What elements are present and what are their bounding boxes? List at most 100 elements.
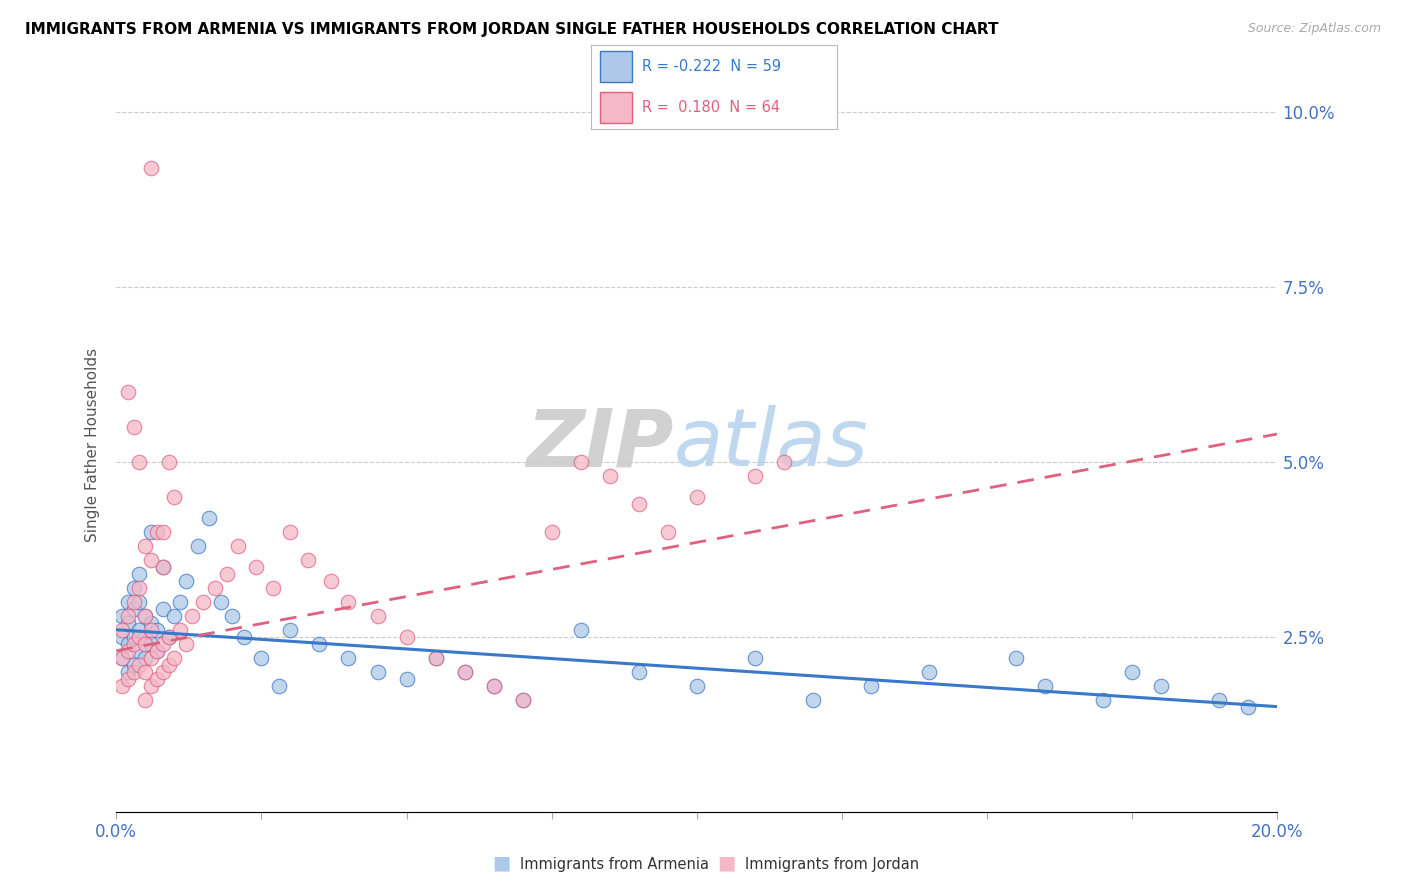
Point [569, 623, 592, 637]
Point [267, 679, 290, 693]
Point [128, 657, 150, 672]
Point [128, 644, 150, 658]
Point [157, 657, 180, 672]
Point [122, 657, 145, 672]
Point [686, 679, 709, 693]
Point [180, 608, 202, 623]
Point [139, 553, 162, 567]
Point [1208, 692, 1230, 706]
Point [111, 630, 134, 644]
Point [482, 679, 505, 693]
Point [117, 615, 139, 630]
Point [163, 490, 186, 504]
Point [599, 469, 621, 483]
Point [128, 455, 150, 469]
Point [139, 679, 162, 693]
Point [128, 630, 150, 644]
Text: R = -0.222  N = 59: R = -0.222 N = 59 [643, 59, 782, 74]
Point [395, 630, 418, 644]
Point [117, 595, 139, 609]
Point [146, 644, 169, 658]
Text: ■: ■ [492, 854, 510, 872]
Point [122, 420, 145, 434]
Text: R =  0.180  N = 64: R = 0.180 N = 64 [643, 100, 780, 115]
Point [152, 601, 174, 615]
Point [1121, 665, 1143, 679]
Text: Source: ZipAtlas.com: Source: ZipAtlas.com [1247, 22, 1381, 36]
Point [146, 644, 169, 658]
Point [425, 650, 447, 665]
Text: Immigrants from Armenia: Immigrants from Armenia [520, 857, 709, 872]
Point [569, 455, 592, 469]
Point [512, 692, 534, 706]
Point [226, 539, 249, 553]
Point [139, 650, 162, 665]
Point [139, 623, 162, 637]
Point [163, 650, 186, 665]
Point [297, 553, 319, 567]
Point [134, 637, 156, 651]
Point [169, 595, 191, 609]
Point [128, 581, 150, 595]
Point [215, 566, 238, 581]
Bar [600, 92, 633, 122]
Point [540, 524, 562, 539]
Point [453, 665, 475, 679]
Point [221, 608, 243, 623]
Point [918, 665, 941, 679]
Point [146, 672, 169, 686]
Y-axis label: Single Father Households: Single Father Households [86, 347, 100, 541]
Point [111, 608, 134, 623]
Point [134, 539, 156, 553]
Point [250, 650, 273, 665]
Point [152, 524, 174, 539]
Point [245, 559, 267, 574]
Point [1092, 692, 1115, 706]
Point [117, 672, 139, 686]
Point [122, 595, 145, 609]
Text: ZIP: ZIP [526, 406, 673, 483]
Point [111, 679, 134, 693]
Point [134, 665, 156, 679]
Point [111, 650, 134, 665]
Point [367, 608, 389, 623]
Point [657, 524, 679, 539]
Point [174, 637, 197, 651]
Point [122, 637, 145, 651]
Point [233, 630, 256, 644]
Point [134, 608, 156, 623]
Point [395, 672, 418, 686]
Point [482, 679, 505, 693]
Point [117, 385, 139, 400]
Point [117, 665, 139, 679]
Point [157, 630, 180, 644]
Point [157, 630, 180, 644]
Point [627, 497, 650, 511]
Point [425, 650, 447, 665]
Point [773, 455, 796, 469]
Point [801, 692, 824, 706]
Point [128, 566, 150, 581]
Point [169, 623, 191, 637]
Point [1005, 650, 1028, 665]
Point [122, 601, 145, 615]
Point [128, 623, 150, 637]
Point [117, 644, 139, 658]
Point [204, 581, 226, 595]
Point [122, 665, 145, 679]
Point [117, 637, 139, 651]
Point [198, 511, 221, 525]
Point [152, 559, 174, 574]
Point [134, 630, 156, 644]
Point [859, 679, 882, 693]
Point [262, 581, 284, 595]
Point [744, 469, 766, 483]
Point [163, 608, 186, 623]
Point [319, 574, 342, 588]
Point [139, 615, 162, 630]
Text: Immigrants from Jordan: Immigrants from Jordan [745, 857, 920, 872]
Point [337, 650, 360, 665]
Point [139, 524, 162, 539]
Point [134, 650, 156, 665]
Point [744, 650, 766, 665]
